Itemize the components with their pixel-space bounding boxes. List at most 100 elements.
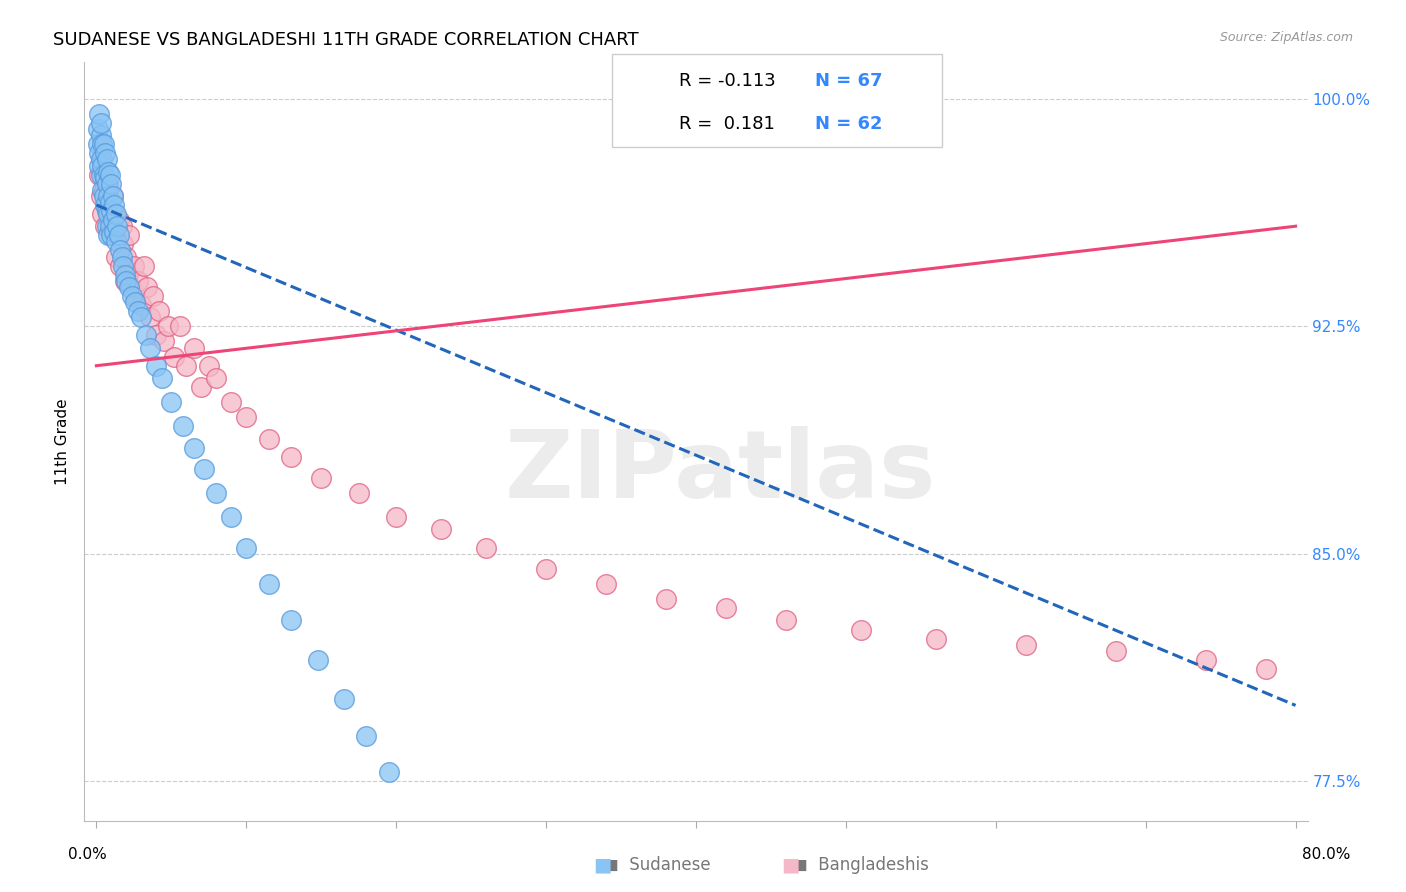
Point bbox=[110, 259, 132, 273]
Point bbox=[91, 183, 114, 197]
Point bbox=[96, 177, 118, 191]
Point bbox=[121, 289, 143, 303]
Point bbox=[124, 289, 146, 303]
Point bbox=[93, 189, 115, 203]
Point bbox=[114, 268, 136, 282]
Point bbox=[595, 577, 617, 591]
Point bbox=[97, 164, 120, 178]
Point bbox=[100, 228, 122, 243]
Point bbox=[205, 371, 228, 385]
Point bbox=[849, 623, 872, 637]
Point bbox=[148, 304, 170, 318]
Point bbox=[131, 310, 153, 325]
Point bbox=[100, 177, 122, 191]
Point bbox=[172, 419, 194, 434]
Point bbox=[354, 729, 377, 743]
Point bbox=[190, 380, 212, 394]
Point bbox=[101, 213, 124, 227]
Point bbox=[90, 128, 112, 143]
Point bbox=[257, 432, 280, 446]
Point bbox=[96, 204, 118, 219]
Point bbox=[122, 259, 145, 273]
Point bbox=[90, 189, 112, 203]
Text: ◼  Sudanese: ◼ Sudanese bbox=[605, 856, 710, 874]
Y-axis label: 11th Grade: 11th Grade bbox=[55, 398, 70, 485]
Point bbox=[93, 137, 115, 152]
Point bbox=[139, 341, 162, 355]
Point bbox=[280, 450, 302, 464]
Point bbox=[105, 219, 128, 234]
Point bbox=[1254, 662, 1277, 676]
Point bbox=[103, 207, 125, 221]
Point bbox=[377, 765, 399, 780]
Point bbox=[96, 219, 118, 234]
Point bbox=[98, 168, 121, 182]
Point bbox=[90, 168, 112, 182]
Point bbox=[332, 692, 354, 706]
Text: N = 67: N = 67 bbox=[815, 72, 883, 90]
Point bbox=[475, 541, 498, 555]
Point bbox=[91, 207, 114, 221]
Point bbox=[101, 189, 124, 203]
Point bbox=[98, 194, 121, 209]
Point bbox=[160, 395, 183, 409]
Point bbox=[117, 268, 139, 282]
Point bbox=[1105, 644, 1128, 658]
Point bbox=[93, 168, 115, 182]
Point bbox=[169, 319, 191, 334]
Point bbox=[157, 319, 180, 334]
Point bbox=[104, 250, 127, 264]
Point bbox=[714, 601, 737, 615]
Point bbox=[96, 198, 118, 212]
Point bbox=[108, 228, 131, 243]
Point bbox=[91, 137, 114, 152]
Point bbox=[97, 189, 120, 203]
Point bbox=[183, 441, 205, 455]
Point bbox=[385, 510, 408, 524]
Point bbox=[108, 213, 131, 227]
Point bbox=[124, 295, 146, 310]
Point bbox=[112, 259, 135, 273]
Point bbox=[775, 614, 797, 628]
FancyBboxPatch shape bbox=[626, 104, 668, 138]
Point bbox=[430, 523, 453, 537]
Point bbox=[98, 213, 121, 227]
Point bbox=[118, 228, 141, 243]
Point bbox=[90, 153, 112, 167]
Point bbox=[94, 170, 117, 185]
Point bbox=[219, 510, 242, 524]
Point bbox=[100, 204, 122, 219]
Point bbox=[153, 334, 176, 349]
Point bbox=[235, 410, 257, 425]
Point bbox=[257, 577, 280, 591]
Point bbox=[115, 250, 138, 264]
Point bbox=[205, 486, 228, 500]
Point bbox=[87, 137, 110, 152]
Point bbox=[197, 359, 219, 373]
Point bbox=[145, 328, 167, 343]
Point bbox=[307, 653, 329, 667]
Point bbox=[110, 244, 132, 258]
Point bbox=[347, 486, 370, 500]
Point bbox=[183, 341, 205, 355]
Point bbox=[111, 250, 134, 264]
Point bbox=[87, 122, 110, 136]
Point bbox=[104, 235, 127, 249]
Point bbox=[98, 219, 121, 234]
Point bbox=[94, 146, 117, 161]
FancyBboxPatch shape bbox=[626, 64, 668, 98]
Point bbox=[150, 371, 173, 385]
Point bbox=[101, 189, 124, 203]
Point bbox=[103, 225, 125, 239]
Point bbox=[142, 289, 165, 303]
Point bbox=[96, 153, 118, 167]
Point bbox=[280, 614, 302, 628]
Point bbox=[134, 259, 156, 273]
Point bbox=[94, 198, 117, 212]
Text: SUDANESE VS BANGLADESHI 11TH GRADE CORRELATION CHART: SUDANESE VS BANGLADESHI 11TH GRADE CORRE… bbox=[53, 31, 640, 49]
Point bbox=[97, 228, 120, 243]
Point bbox=[127, 274, 149, 288]
Point bbox=[118, 280, 141, 294]
Point bbox=[105, 228, 128, 243]
Point bbox=[111, 219, 134, 234]
